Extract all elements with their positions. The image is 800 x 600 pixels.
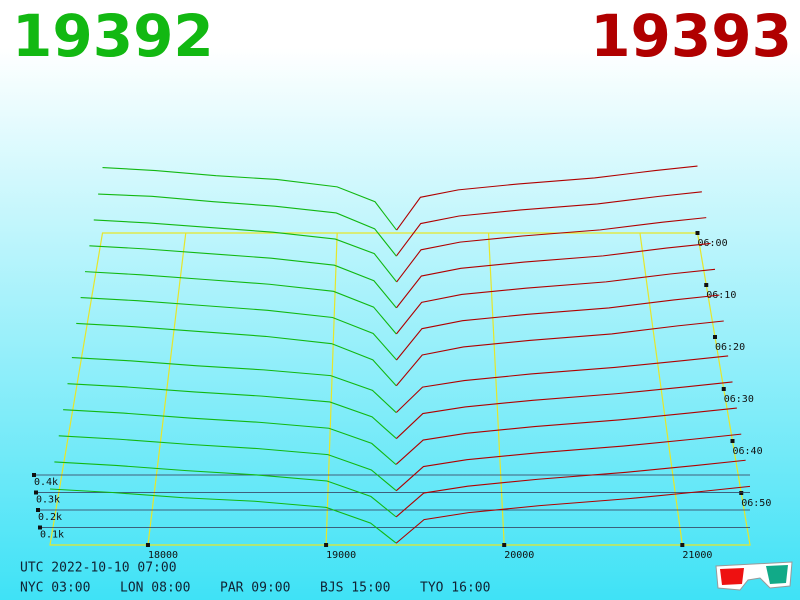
city-time: NYC 03:00 bbox=[20, 581, 90, 596]
bid-line bbox=[98, 193, 397, 257]
grid-line bbox=[325, 232, 338, 546]
bid-line bbox=[102, 167, 397, 231]
ask-line bbox=[395, 485, 751, 544]
ask-line bbox=[395, 294, 720, 361]
tick-mark bbox=[324, 543, 329, 547]
grid-line bbox=[147, 232, 187, 546]
time-tick-label: 06:40 bbox=[733, 446, 763, 457]
tick-mark bbox=[730, 439, 735, 443]
depth-tick-label: 0.3k bbox=[36, 495, 60, 506]
x-tick-label: 20000 bbox=[504, 550, 534, 561]
bid-line bbox=[93, 219, 397, 282]
tick-mark bbox=[721, 387, 726, 391]
time-tick-label: 06:20 bbox=[715, 342, 745, 353]
ask-line bbox=[395, 433, 742, 492]
tick-mark bbox=[713, 335, 717, 339]
bid-line bbox=[67, 383, 397, 439]
ask-line bbox=[396, 268, 716, 335]
tick-mark bbox=[739, 491, 744, 495]
ask-line bbox=[396, 165, 698, 231]
time-tick-label: 06:30 bbox=[724, 394, 754, 405]
x-tick-label: 21000 bbox=[682, 550, 712, 561]
tick-mark bbox=[680, 543, 685, 547]
tick-mark bbox=[695, 231, 700, 235]
tick-mark bbox=[704, 283, 709, 287]
tick-mark bbox=[502, 543, 507, 547]
time-tick-label: 06:00 bbox=[698, 238, 728, 249]
bid-line bbox=[49, 488, 397, 544]
time-tick-label: 06:50 bbox=[741, 498, 771, 509]
tick-mark bbox=[145, 543, 150, 547]
bid-line bbox=[80, 296, 397, 361]
grid-line bbox=[487, 232, 505, 546]
city-time: LON 08:00 bbox=[120, 581, 190, 596]
city-time: TYO 16:00 bbox=[420, 581, 490, 596]
tick-mark bbox=[38, 525, 42, 530]
utc-time: UTC 2022-10-10 07:00 bbox=[20, 561, 177, 576]
plot: 18000 19000 20000 21000 06:00 06:10 06:20 06:30… bbox=[32, 165, 771, 561]
bid-line bbox=[84, 271, 397, 335]
tick-mark bbox=[32, 473, 36, 477]
x-tick-label: 18000 bbox=[148, 550, 178, 561]
depth-tick-label: 0.1k bbox=[40, 530, 64, 541]
ask-line bbox=[395, 407, 737, 465]
ask-line bbox=[396, 217, 707, 283]
ask-line bbox=[396, 191, 702, 257]
ask-price: 19393 bbox=[590, 2, 792, 70]
bid-line bbox=[54, 461, 397, 518]
tick-mark bbox=[36, 508, 40, 512]
depth-tick-label: 0.2k bbox=[38, 512, 62, 523]
bid-line bbox=[76, 322, 397, 387]
ask-line bbox=[395, 320, 724, 387]
glasses-icon bbox=[715, 561, 793, 591]
time-tick-label: 06:10 bbox=[706, 290, 736, 301]
bid-line bbox=[89, 245, 397, 309]
ask-line bbox=[395, 381, 733, 440]
city-time: BJS 15:00 bbox=[320, 581, 390, 596]
bid-price: 19392 bbox=[12, 2, 214, 70]
bid-line bbox=[63, 409, 397, 466]
bid-line bbox=[71, 357, 397, 413]
bid-line bbox=[58, 435, 397, 491]
x-tick-label: 19000 bbox=[326, 550, 356, 561]
ask-line bbox=[395, 459, 746, 518]
ask-line bbox=[395, 355, 729, 413]
city-time: PAR 09:00 bbox=[220, 581, 290, 596]
depth-tick-label: 0.4k bbox=[34, 477, 58, 488]
ask-line bbox=[396, 242, 711, 309]
tick-mark bbox=[34, 490, 38, 495]
